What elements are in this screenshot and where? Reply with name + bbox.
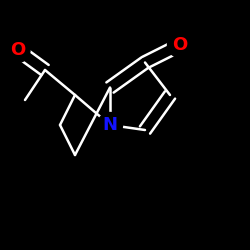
Text: N: N: [102, 116, 118, 134]
Circle shape: [168, 32, 192, 58]
Circle shape: [98, 112, 122, 138]
Text: O: O: [10, 41, 25, 59]
Circle shape: [5, 38, 30, 62]
Text: O: O: [172, 36, 188, 54]
